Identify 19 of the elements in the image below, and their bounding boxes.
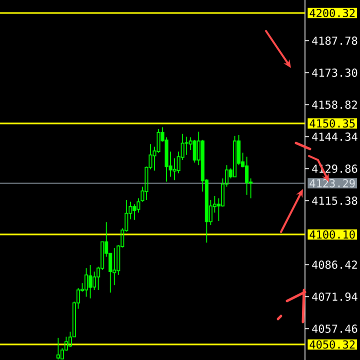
y-tick-label: 4115.38 [312,196,358,205]
y-tick-label: 4187.78 [312,36,358,45]
candlestick [92,271,96,290]
y-tick-label: 4057.46 [312,324,358,333]
y-tick-label: 4086.42 [312,260,357,269]
ref-line-label: 4100.10 [310,230,355,239]
ref-line-label: 4150.35 [310,119,355,128]
y-tick-label: 4158.82 [312,100,357,109]
candlestick [56,337,60,360]
candlestick [132,204,136,220]
y-tick-label: 4173.30 [312,68,358,77]
ref-line-label: 4200.32 [310,8,355,18]
candlestick [84,268,88,298]
candlestick [245,156,249,196]
ref-line-label: 4123.29 [310,179,355,188]
candlestick [88,264,92,299]
y-tick-label: 4071.94 [312,292,358,301]
y-tick-label: 4144.34 [312,132,358,141]
ref-line-label: 4050.32 [310,340,355,349]
